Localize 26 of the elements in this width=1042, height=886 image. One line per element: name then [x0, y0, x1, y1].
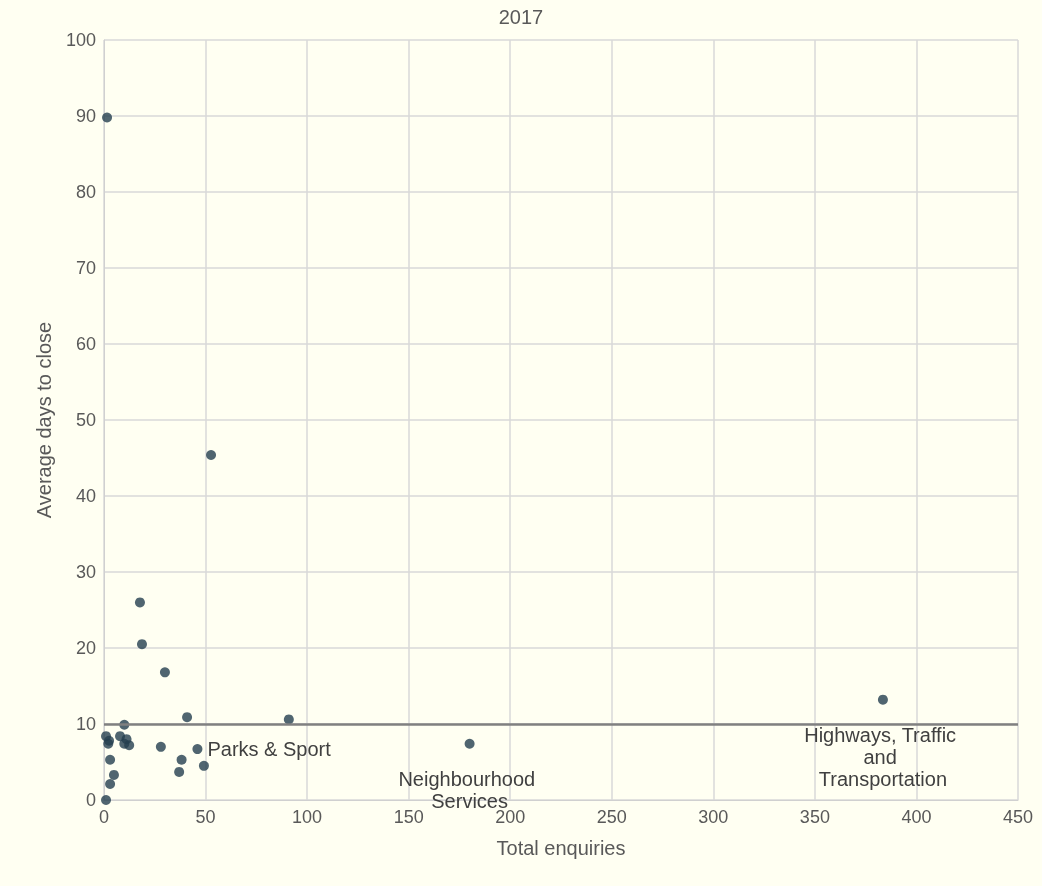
y-tick-label: 30 — [75, 562, 96, 582]
x-tick-label: 100 — [292, 807, 323, 827]
x-tick-label: 50 — [195, 807, 216, 827]
annotation: Highways, Traffic and Transportation — [804, 723, 962, 790]
y-tick-label: 70 — [75, 258, 96, 278]
x-tick-label: 350 — [799, 807, 830, 827]
x-tick-label: 200 — [495, 807, 526, 827]
x-tick-label: 400 — [901, 807, 932, 827]
y-tick-label: 100 — [65, 30, 96, 50]
chart-title: 2017 — [498, 6, 544, 28]
x-tick-label: 0 — [98, 807, 110, 827]
x-tick-label: 150 — [393, 807, 424, 827]
x-tick-label: 250 — [596, 807, 627, 827]
x-tick-label: 450 — [1002, 807, 1034, 827]
y-tick-label: 80 — [75, 182, 96, 202]
y-tick-label: 60 — [75, 334, 96, 354]
x-axis-title: Total enquiries — [496, 837, 626, 859]
y-axis-title: Average days to close — [33, 321, 55, 519]
y-tick-label: 90 — [75, 106, 96, 126]
y-tick-label: 10 — [75, 714, 96, 734]
y-tick-label: 40 — [75, 486, 96, 506]
x-tick-label: 300 — [698, 807, 729, 827]
y-tick-label: 0 — [85, 790, 96, 810]
y-tick-label: 50 — [75, 410, 96, 430]
y-tick-label: 20 — [75, 638, 96, 658]
annotation: Parks & Sport — [207, 738, 332, 761]
